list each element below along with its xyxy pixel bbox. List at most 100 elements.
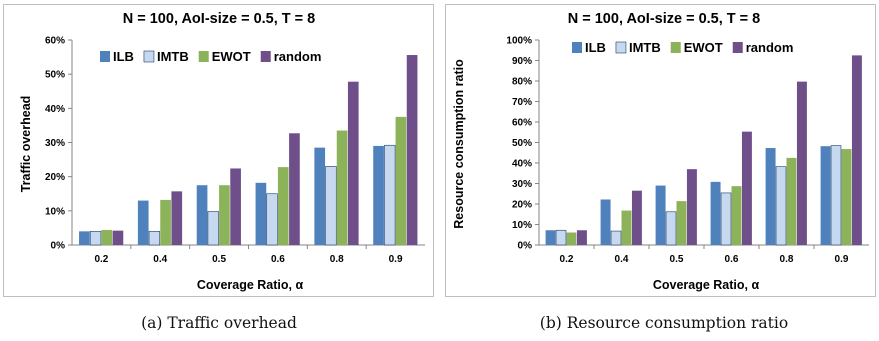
bar-ilb-0.5 (196, 185, 208, 245)
y-tick-label: 10% (45, 206, 65, 217)
legend-label-ilb: ILB (585, 40, 606, 55)
y-tick-label: 70% (512, 97, 532, 108)
x-tick-label: 0.6 (725, 254, 739, 265)
y-axis-label: Traffic overhead (19, 96, 33, 193)
bar-ilb-0.4 (137, 200, 149, 245)
y-tick-label: 10% (512, 220, 532, 231)
y-tick-label: 0% (518, 241, 533, 252)
x-tick-label: 0.6 (271, 254, 285, 265)
x-axis-label: Coverage Ratio, α (197, 278, 304, 292)
plot-area: 0% 10% 20% 30% 40% 50% 60% 0.2 0.4 0.5 0.6 0.8 0.9 IL… (45, 36, 425, 265)
x-tick-label: 0.4 (615, 254, 629, 265)
bar-imtb-0.9 (384, 144, 396, 246)
y-tick-label: 80% (512, 77, 532, 88)
legend-label-imtb: IMTB (629, 40, 661, 55)
bar-random-0.8 (796, 81, 807, 246)
figure-caption-a: (a) Traffic overhead (141, 314, 297, 332)
x-tick-label: 0.4 (153, 254, 167, 265)
y-tick-label: 60% (512, 118, 532, 129)
chart-border (3, 4, 434, 297)
plot-area: 0% 10% 20% 30% 40% 50% 60% 70% 80% 90% 100% 0.2 0.4 0… (506, 36, 869, 265)
bar-ewot-0.6 (277, 167, 289, 245)
bar-imtb-0.2 (555, 229, 567, 246)
legend-label-random: random (746, 40, 794, 55)
legend-label-ewot: EWOT (684, 40, 723, 55)
legend-swatch-imtb (143, 50, 155, 63)
legend-swatch-ewot (198, 51, 209, 62)
traffic-overhead-chart: N = 100, AoI-size = 0.5, T = 8 Traffic o… (3, 4, 434, 332)
bar-ewot-0.2 (101, 229, 113, 245)
bar-imtb-0.8 (325, 166, 337, 246)
legend-label-imtb: IMTB (157, 49, 189, 64)
y-tick-label: 20% (45, 172, 65, 183)
x-tick-label: 0.9 (835, 254, 849, 265)
bar-imtb-0.4 (610, 230, 622, 246)
bar-ilb-0.6 (255, 182, 267, 245)
bar-ilb-0.2 (79, 231, 90, 245)
legend-label-random: random (274, 49, 322, 64)
figure-caption-b: (b) Resource consumption ratio (540, 314, 788, 332)
bar-random-0.9 (851, 55, 862, 245)
figure-panel-a: N = 100, AoI-size = 0.5, T = 8 Traffic o… (0, 0, 438, 336)
bar-random-0.4 (171, 191, 183, 245)
bar-ewot-0.8 (336, 130, 348, 245)
x-tick-label: 0.8 (780, 254, 794, 265)
x-tick-label: 0.5 (670, 254, 684, 265)
bar-random-0.5 (686, 169, 697, 245)
bar-ewot-0.8 (786, 157, 797, 245)
y-tick-label: 20% (512, 200, 532, 211)
legend-swatch-ewot (670, 42, 681, 53)
legend: ILB IMTB EWOT random (100, 49, 321, 64)
bar-ilb-0.9 (820, 146, 831, 245)
y-tick-label: 30% (512, 179, 532, 190)
bar-imtb-0.5 (207, 211, 219, 246)
bar-ilb-0.6 (710, 181, 721, 245)
x-tick-label: 0.5 (212, 254, 226, 265)
legend-swatch-imtb (615, 41, 627, 54)
y-tick-label: 60% (45, 36, 65, 47)
bar-ewot-0.4 (621, 210, 632, 245)
bar-ilb-0.9 (373, 145, 384, 245)
chart-title: N = 100, AoI-size = 0.5, T = 8 (123, 11, 316, 27)
bar-random-0.8 (347, 81, 359, 245)
legend: ILB IMTB EWOT random (572, 40, 793, 55)
y-tick-label: 0% (51, 241, 66, 252)
bar-imtb-0.6 (720, 192, 732, 246)
bar-random-0.2 (576, 230, 587, 245)
bar-imtb-0.5 (665, 211, 677, 246)
bar-ilb-0.4 (600, 199, 611, 245)
bar-random-0.6 (289, 133, 300, 245)
y-tick-label: 50% (512, 138, 532, 149)
bar-ewot-0.6 (731, 186, 742, 245)
bar-ilb-0.8 (314, 147, 326, 245)
bar-ewot-0.4 (160, 199, 171, 245)
bar-ewot-0.9 (841, 149, 852, 245)
bar-ewot-0.2 (566, 232, 577, 245)
x-axis-label: Coverage Ratio, α (653, 278, 760, 292)
x-tick-label: 0.8 (330, 254, 344, 265)
y-tick-label: 50% (45, 70, 65, 81)
figure-panel-b: N = 100, AoI-size = 0.5, T = 8 Resource … (441, 0, 879, 336)
y-axis-label: Resource consumption ratio (452, 59, 466, 229)
legend-label-ewot: EWOT (212, 49, 251, 64)
bar-random-0.6 (741, 131, 752, 245)
resource-consumption-chart: N = 100, AoI-size = 0.5, T = 8 Resource … (445, 4, 876, 332)
bar-imtb-0.2 (89, 231, 102, 246)
bar-ewot-0.9 (395, 116, 407, 245)
bar-ewot-0.5 (676, 201, 687, 245)
y-tick-label: 100% (506, 36, 532, 47)
x-tick-label: 0.2 (560, 254, 574, 265)
y-tick-label: 30% (45, 138, 65, 149)
bar-random-0.9 (406, 55, 418, 246)
legend-label-ilb: ILB (113, 49, 134, 64)
x-tick-label: 0.2 (94, 254, 108, 265)
bar-random-0.4 (631, 190, 642, 245)
bar-random-0.5 (230, 168, 241, 245)
bar-imtb-0.8 (775, 166, 787, 246)
y-tick-label: 40% (45, 104, 65, 115)
bar-ilb-0.2 (545, 230, 556, 245)
bar-ewot-0.5 (219, 185, 230, 245)
y-tick-label: 40% (512, 159, 532, 170)
chart-title: N = 100, AoI-size = 0.5, T = 8 (568, 11, 761, 27)
legend-swatch-ilb (572, 42, 582, 53)
